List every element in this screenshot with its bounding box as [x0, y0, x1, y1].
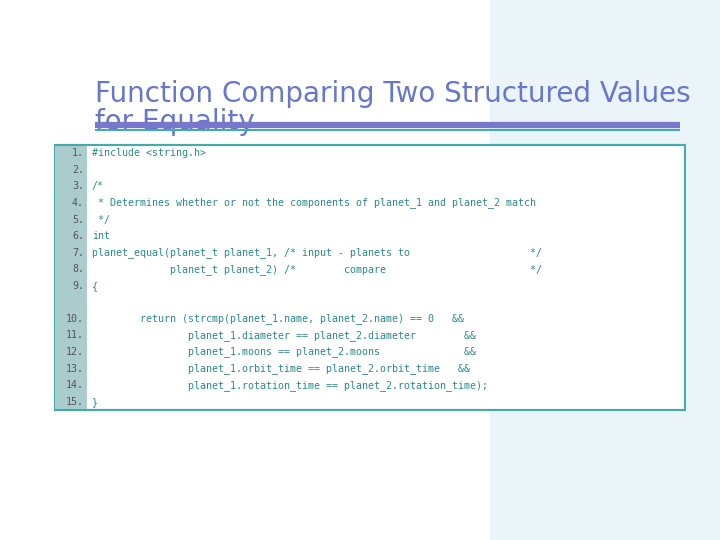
Text: 3.: 3.	[72, 181, 84, 191]
Text: for Equality: for Equality	[95, 108, 255, 136]
Text: return (strcmp(planet_1.name, planet_2.name) == 0   &&: return (strcmp(planet_1.name, planet_2.n…	[92, 313, 464, 325]
Text: planet_equal(planet_t planet_1, /* input - planets to                    */: planet_equal(planet_t planet_1, /* input…	[92, 247, 542, 258]
FancyBboxPatch shape	[55, 145, 685, 410]
Text: 7.: 7.	[72, 248, 84, 258]
Text: 4.: 4.	[72, 198, 84, 208]
Text: 9.: 9.	[72, 281, 84, 291]
Text: 6.: 6.	[72, 231, 84, 241]
Text: 1.: 1.	[72, 148, 84, 158]
Text: planet_1.orbit_time == planet_2.orbit_time   &&: planet_1.orbit_time == planet_2.orbit_ti…	[92, 363, 470, 374]
Text: 8.: 8.	[72, 264, 84, 274]
Text: {: {	[92, 281, 98, 291]
Text: 11.: 11.	[66, 330, 84, 340]
FancyBboxPatch shape	[55, 145, 87, 410]
Text: Function Comparing Two Structured Values: Function Comparing Two Structured Values	[95, 80, 690, 108]
Text: #include <string.h>: #include <string.h>	[92, 148, 206, 158]
FancyBboxPatch shape	[490, 0, 720, 540]
Text: planet_1.diameter == planet_2.diameter        &&: planet_1.diameter == planet_2.diameter &…	[92, 330, 476, 341]
Text: 5.: 5.	[72, 214, 84, 225]
Text: int: int	[92, 231, 110, 241]
Text: /*: /*	[92, 181, 104, 191]
Text: 12.: 12.	[66, 347, 84, 357]
Text: planet_1.moons == planet_2.moons              &&: planet_1.moons == planet_2.moons &&	[92, 347, 476, 357]
Text: planet_t planet_2) /*        compare                        */: planet_t planet_2) /* compare */	[92, 264, 542, 275]
Text: 14.: 14.	[66, 380, 84, 390]
Text: */: */	[92, 214, 110, 225]
Text: * Determines whether or not the components of planet_1 and planet_2 match: * Determines whether or not the componen…	[92, 198, 536, 208]
Text: 15.: 15.	[66, 397, 84, 407]
Text: 13.: 13.	[66, 363, 84, 374]
Text: planet_1.rotation_time == planet_2.rotation_time);: planet_1.rotation_time == planet_2.rotat…	[92, 380, 488, 390]
Text: 2.: 2.	[72, 165, 84, 175]
Text: 10.: 10.	[66, 314, 84, 324]
Text: }: }	[92, 397, 98, 407]
